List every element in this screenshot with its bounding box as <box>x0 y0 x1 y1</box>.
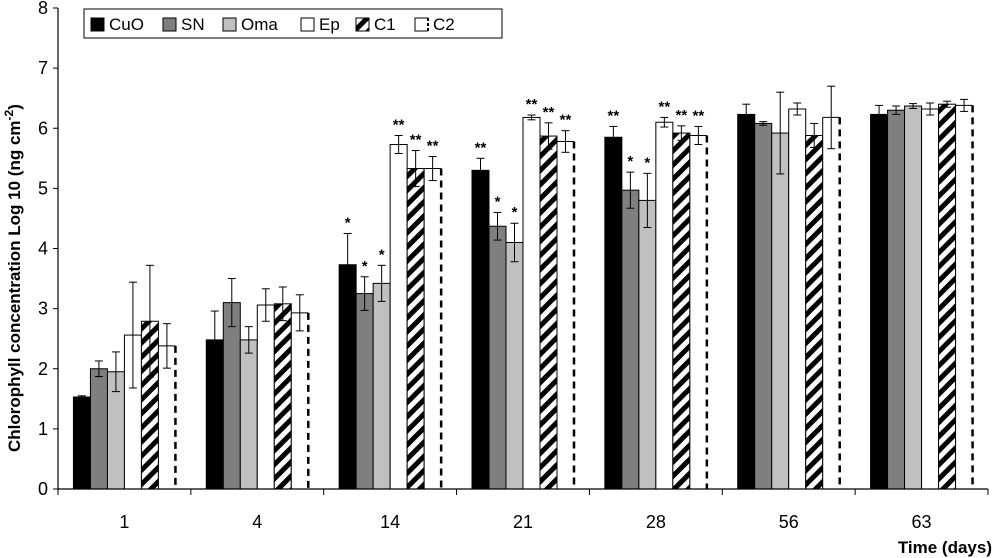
bar-oma-63 <box>904 105 923 490</box>
x-tick-label: 1 <box>119 512 129 532</box>
y-axis-title-main: Chlorophyll concentration Log 10 (ng cm <box>5 120 24 452</box>
x-tick-label: 63 <box>912 512 932 532</box>
bar-c1-63 <box>938 103 957 490</box>
bar-c2-1 <box>158 345 176 489</box>
significance-label: * <box>644 154 650 171</box>
bar-cuo-14 <box>338 264 357 490</box>
legend-box <box>83 8 503 39</box>
bar-c2-21 <box>557 141 574 490</box>
significance-label: ** <box>560 112 572 129</box>
bar-sn-63 <box>887 109 906 490</box>
y-tick-label: 8 <box>38 0 48 18</box>
x-axis-title: Time (days) <box>898 538 992 557</box>
bar-ep-56 <box>788 108 807 490</box>
significance-label: ** <box>543 104 555 121</box>
legend-label-sn: SN <box>181 15 205 34</box>
significance-label: ** <box>608 107 620 124</box>
significance-label: ** <box>676 107 688 124</box>
y-tick-label: 0 <box>38 479 48 499</box>
bar-c1-28 <box>672 132 691 490</box>
legend-swatch-edge <box>414 17 428 32</box>
bar-sn-21 <box>488 225 507 490</box>
significance-label: * <box>495 193 501 210</box>
bar-ep-28 <box>655 121 674 490</box>
significance-label: ** <box>410 131 422 148</box>
bar-oma-56 <box>771 132 790 490</box>
y-tick-label: 6 <box>38 118 48 138</box>
legend-swatch-ep <box>300 17 315 32</box>
bars: ******* ** ****** ** ** *** *** ** ** <box>72 85 974 490</box>
bar-sn-28 <box>621 189 640 490</box>
bar-sn-14 <box>355 293 374 490</box>
bar-c1-14 <box>406 168 425 490</box>
bar-cuo-1 <box>72 396 91 490</box>
x-tick-label: 56 <box>779 512 799 532</box>
bar-c2-56 <box>822 117 840 490</box>
significance-label: ** <box>659 98 671 115</box>
x-tick-label: 21 <box>513 512 533 532</box>
bar-ep-4 <box>256 304 275 490</box>
y-tick-label: 1 <box>38 419 48 439</box>
significance-label: * <box>512 204 518 221</box>
y-tick-label: 4 <box>38 239 48 259</box>
bar-cuo-28 <box>604 136 623 490</box>
bar-ep-14 <box>389 143 408 490</box>
significance-label: ** <box>427 138 439 155</box>
y-axis-title-close: ) <box>5 104 24 110</box>
bar-cuo-56 <box>737 113 756 490</box>
bar-oma-28 <box>638 199 657 490</box>
legend: CuO SN Oma Ep C1 C2 <box>83 8 503 39</box>
legend-label-ep: Ep <box>319 15 340 34</box>
x-tick-label: 14 <box>380 512 400 532</box>
legend-label-cuo: CuO <box>109 15 144 34</box>
legend-label-oma: Oma <box>241 15 278 34</box>
y-axis-title-sup: -2 <box>2 109 16 120</box>
bar-c1-56 <box>805 134 824 490</box>
bar-cuo-21 <box>471 169 490 490</box>
legend-swatch-c2 <box>415 18 428 31</box>
significance-label: ** <box>693 107 705 124</box>
significance-label: ** <box>526 96 538 113</box>
bar-ep-63 <box>921 108 940 490</box>
legend-label-c2: C2 <box>433 15 455 34</box>
legend-swatch-oma <box>222 17 237 32</box>
legend-swatch-sn <box>162 17 177 32</box>
bar-c2-63 <box>955 105 973 489</box>
legend-swatch-c1 <box>355 17 370 32</box>
bar-c2-4 <box>291 312 309 489</box>
bar-oma-14 <box>372 282 391 490</box>
legend-swatch-cuo <box>90 17 105 32</box>
y-tick-label: 7 <box>38 58 48 78</box>
y-tick-label: 5 <box>38 178 48 198</box>
y-tick-label: 2 <box>38 359 48 379</box>
y-axis-title: Chlorophyll concentration Log 10 (ng cm-… <box>2 104 24 452</box>
significance-label: * <box>345 214 351 231</box>
bar-oma-21 <box>505 241 524 490</box>
bar-c1-4 <box>273 303 292 490</box>
bar-c1-21 <box>539 135 558 490</box>
bar-oma-4 <box>239 339 258 490</box>
bar-sn-4 <box>222 302 241 490</box>
legend-label-c1: C1 <box>374 15 396 34</box>
significance-label: ** <box>475 139 487 156</box>
significance-label: ** <box>393 116 405 133</box>
significance-label: * <box>627 153 633 170</box>
bar-ep-21 <box>522 116 541 490</box>
bar-cuo-63 <box>870 113 889 490</box>
x-tick-label: 28 <box>646 512 666 532</box>
bar-sn-56 <box>754 122 773 490</box>
bar-c2-14 <box>424 168 442 489</box>
x-tick-label: 4 <box>252 512 262 532</box>
bar-c2-28 <box>689 135 707 489</box>
y-tick-label: 3 <box>38 299 48 319</box>
significance-label: * <box>362 258 368 275</box>
bar-sn-1 <box>89 368 108 490</box>
significance-label: * <box>379 246 385 263</box>
